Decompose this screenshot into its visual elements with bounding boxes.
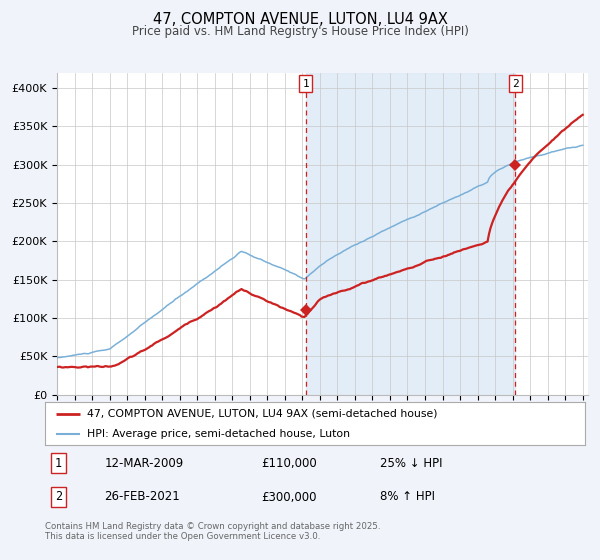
- Text: £110,000: £110,000: [261, 457, 317, 470]
- Text: £300,000: £300,000: [261, 491, 317, 503]
- Bar: [306, 73, 515, 395]
- Text: 25% ↓ HPI: 25% ↓ HPI: [380, 457, 442, 470]
- Text: 1: 1: [55, 457, 62, 470]
- Text: 47, COMPTON AVENUE, LUTON, LU4 9AX (semi-detached house): 47, COMPTON AVENUE, LUTON, LU4 9AX (semi…: [87, 409, 437, 419]
- Text: 12-MAR-2009: 12-MAR-2009: [104, 457, 184, 470]
- Text: 2: 2: [512, 78, 518, 88]
- Text: 26-FEB-2021: 26-FEB-2021: [104, 491, 180, 503]
- Text: 2: 2: [55, 491, 62, 503]
- Text: Price paid vs. HM Land Registry's House Price Index (HPI): Price paid vs. HM Land Registry's House …: [131, 25, 469, 38]
- Text: 8% ↑ HPI: 8% ↑ HPI: [380, 491, 435, 503]
- Text: 47, COMPTON AVENUE, LUTON, LU4 9AX: 47, COMPTON AVENUE, LUTON, LU4 9AX: [152, 12, 448, 27]
- Text: Contains HM Land Registry data © Crown copyright and database right 2025.
This d: Contains HM Land Registry data © Crown c…: [45, 522, 380, 542]
- Text: 1: 1: [302, 78, 309, 88]
- Text: HPI: Average price, semi-detached house, Luton: HPI: Average price, semi-detached house,…: [87, 430, 350, 439]
